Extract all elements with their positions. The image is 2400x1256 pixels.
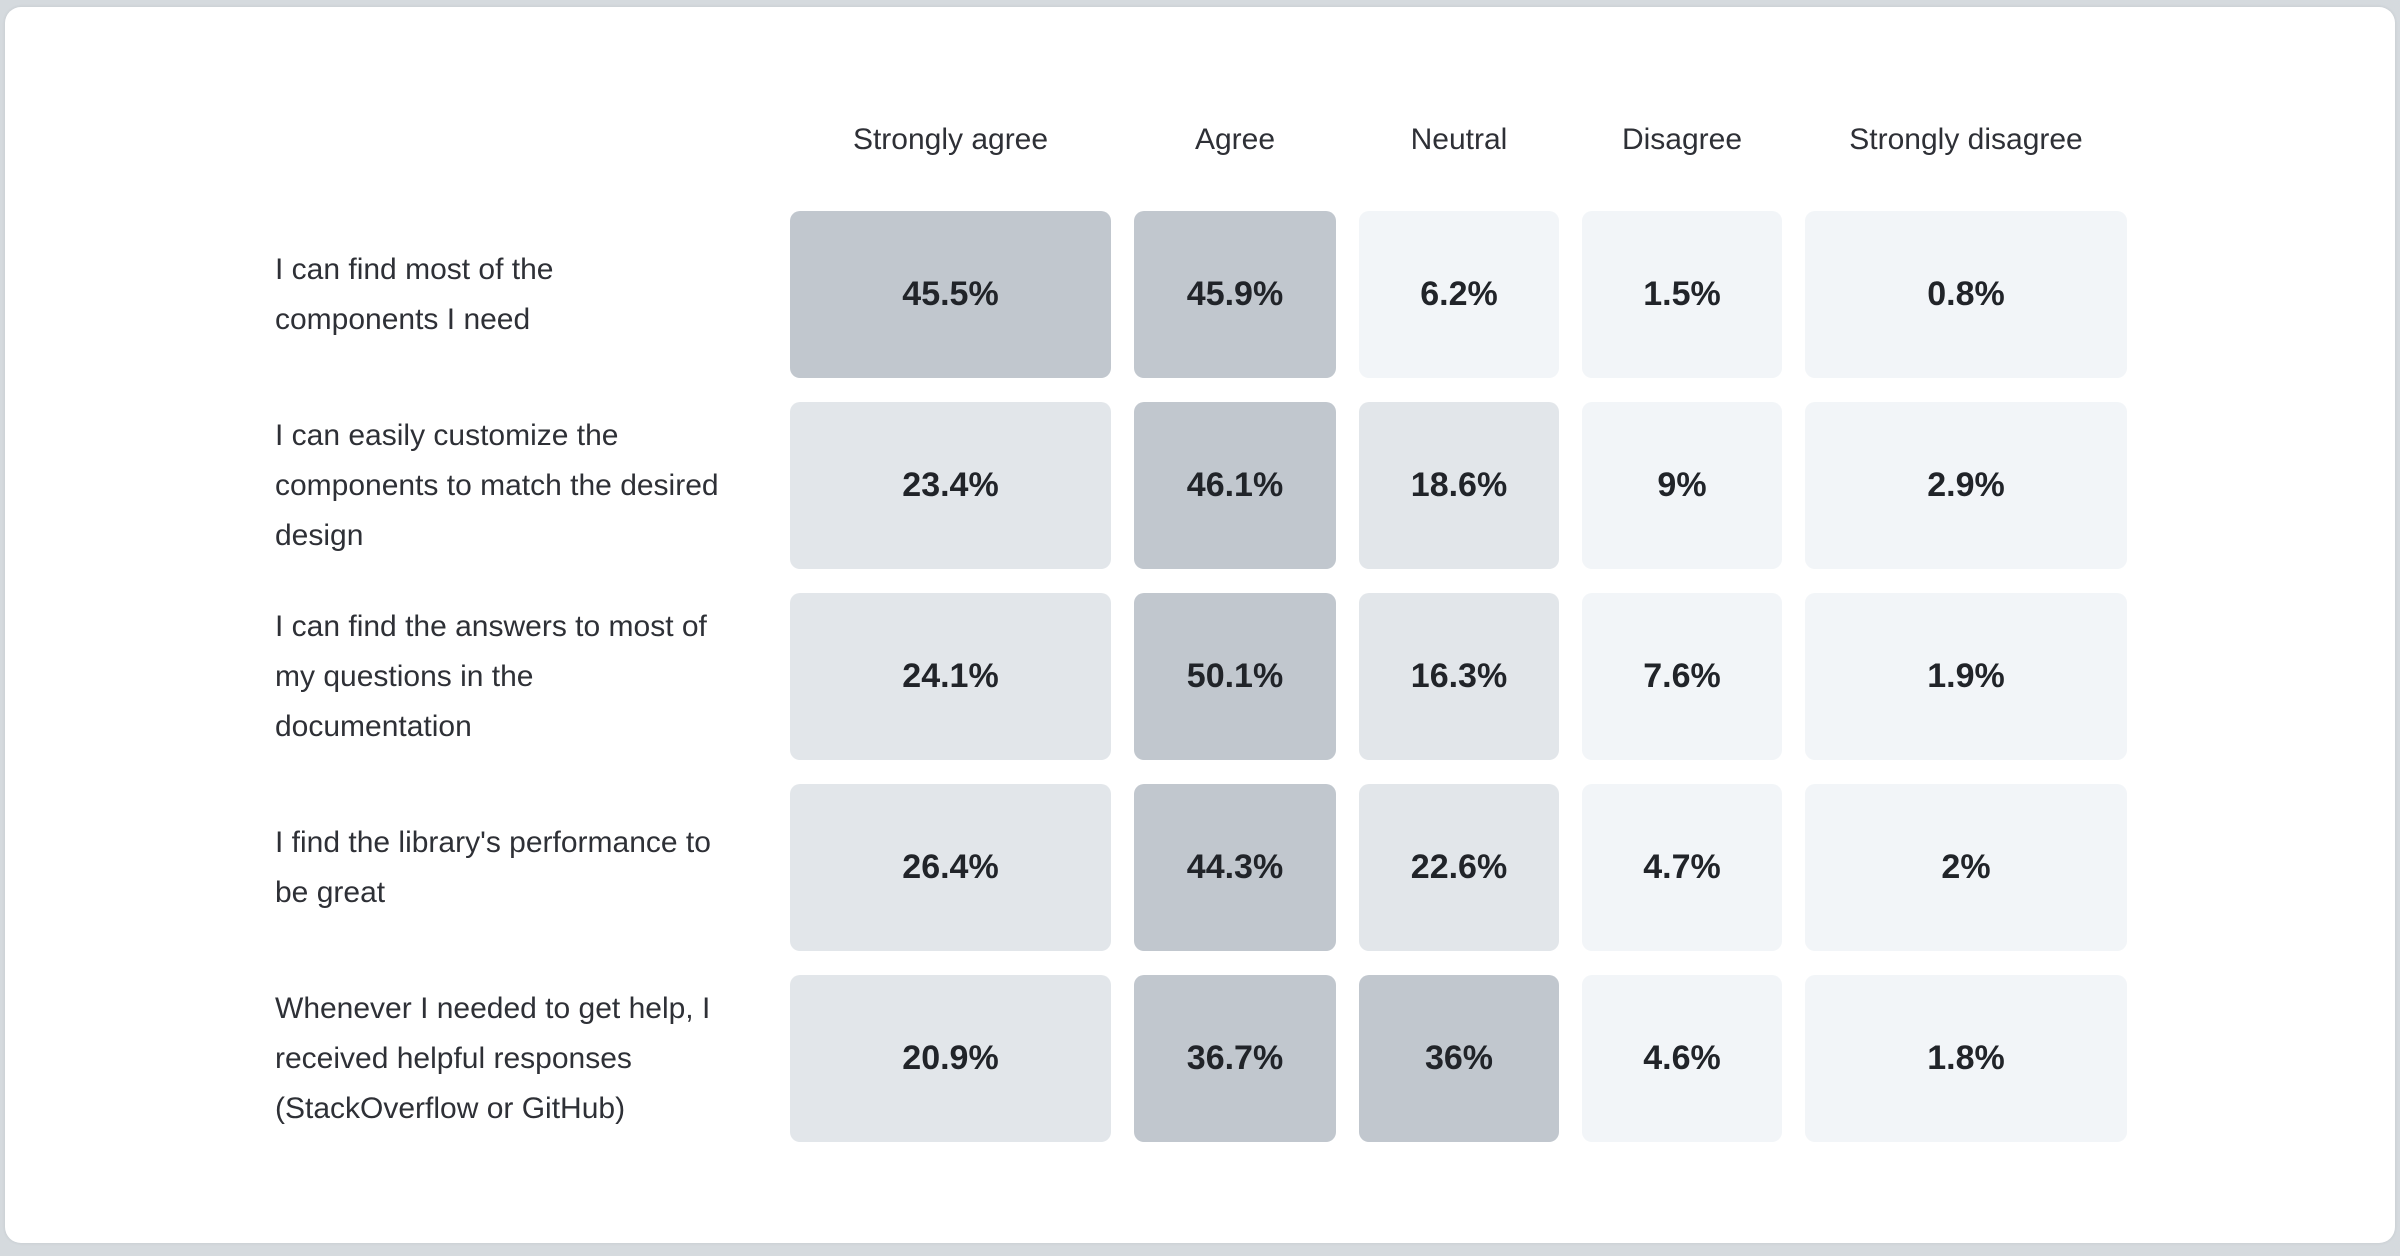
heatmap-cell: 20.9% — [790, 975, 1111, 1142]
column-header: Strongly disagree — [1849, 123, 2083, 156]
column-header: Disagree — [1621, 123, 1743, 156]
heatmap-cell: 22.6% — [1359, 784, 1559, 951]
row-label: I find the library's performance to be g… — [275, 825, 711, 909]
heatmap-cell: 6.2% — [1359, 211, 1559, 378]
heatmap-cell: 4.6% — [1582, 975, 1782, 1142]
heatmap-cell: 4.7% — [1582, 784, 1782, 951]
row-label: I can easily customize the components to… — [275, 418, 719, 552]
heatmap-cell: 44.3% — [1134, 784, 1336, 951]
heatmap-cell: 36.7% — [1134, 975, 1336, 1142]
row-label: I can find the answers to most of my que… — [275, 609, 707, 743]
heatmap-cell: 26.4% — [790, 784, 1111, 951]
heatmap-cell: 2% — [1805, 784, 2127, 951]
column-header-row: Strongly agree Agree Neutral Disagree Strong… — [275, 110, 2127, 170]
heatmap-cell: 36% — [1359, 975, 1559, 1142]
heatmap-cell: 1.5% — [1582, 211, 1782, 378]
row-label: Whenever I needed to get help, I receive… — [275, 991, 711, 1125]
column-header: Neutral — [1410, 123, 1508, 156]
heatmap-cell: 0.8% — [1805, 211, 2127, 378]
column-header: Agree — [1194, 123, 1276, 156]
heatmap-cell: 7.6% — [1582, 593, 1782, 760]
heatmap-cell: 16.3% — [1359, 593, 1559, 760]
heatmap-cell: 46.1% — [1134, 402, 1336, 569]
heatmap-cell: 50.1% — [1134, 593, 1336, 760]
row-label: I can find most of the components I need — [275, 252, 554, 336]
heatmap-cell: 23.4% — [790, 402, 1111, 569]
heatmap-cell: 9% — [1582, 402, 1782, 569]
heatmap-cell: 2.9% — [1805, 402, 2127, 569]
column-header: Strongly agree — [852, 123, 1049, 156]
heatmap-cell: 1.8% — [1805, 975, 2127, 1142]
heatmap-cell: 45.5% — [790, 211, 1111, 378]
survey-heatmap-table: I can find most of the components I need… — [275, 211, 2127, 1142]
heatmap-cell: 45.9% — [1134, 211, 1336, 378]
heatmap-cell: 24.1% — [790, 593, 1111, 760]
heatmap-cell: 1.9% — [1805, 593, 2127, 760]
heatmap-cell: 18.6% — [1359, 402, 1559, 569]
